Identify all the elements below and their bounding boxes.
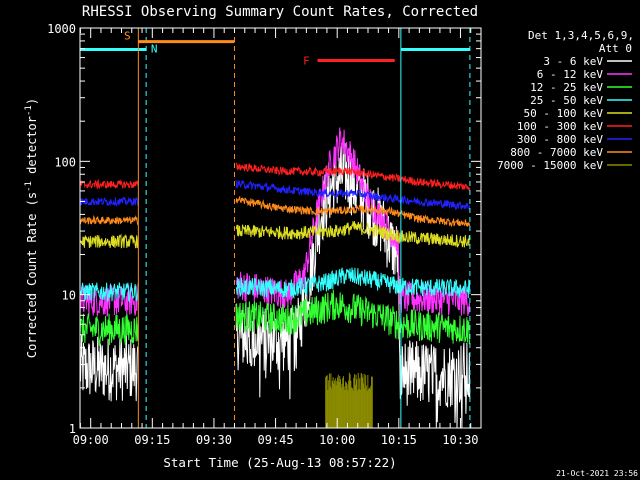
night-flag-label: N bbox=[151, 42, 158, 55]
series-line bbox=[235, 180, 471, 211]
series-line bbox=[235, 221, 471, 248]
y-tick-label: 1000 bbox=[47, 22, 76, 36]
legend-label: 3 - 6 keV bbox=[543, 55, 603, 68]
legend-label: 25 - 50 keV bbox=[530, 94, 603, 107]
y-tick-label: 1 bbox=[69, 422, 76, 436]
flare-flag-label: F bbox=[303, 55, 310, 68]
legend-header-1: Det 1,3,4,5,6,9, bbox=[528, 29, 634, 42]
series-line bbox=[79, 196, 139, 207]
legend-label: 6 - 12 keV bbox=[537, 68, 604, 81]
saa-flag-label: S bbox=[124, 30, 131, 43]
series-line bbox=[79, 178, 139, 190]
legend-label: 300 - 800 keV bbox=[517, 133, 603, 146]
plot-area bbox=[79, 127, 471, 429]
y-tick-label: 10 bbox=[62, 289, 76, 303]
series-line bbox=[235, 162, 471, 192]
y-axis-label-sup2: -1 bbox=[24, 105, 34, 116]
legend-header-2: Att 0 bbox=[599, 42, 632, 55]
legend-label: 100 - 300 keV bbox=[517, 120, 603, 133]
axes: 09:00 09:15 09:30 09:45 10:00 10:15 10:30 1 10 10… bbox=[47, 22, 482, 447]
x-tick-label: 10:30 bbox=[442, 433, 478, 447]
series-line bbox=[79, 313, 139, 347]
y-axis-label-mid: detector bbox=[25, 116, 39, 181]
series-line bbox=[235, 196, 471, 228]
y-axis-label-main: Corrected Count Rate (s bbox=[25, 192, 39, 358]
series-line bbox=[79, 233, 139, 249]
chart-title: RHESSI Observing Summary Count Rates, Co… bbox=[82, 4, 478, 20]
series-line bbox=[235, 267, 471, 300]
x-tick-label: 09:00 bbox=[73, 433, 109, 447]
x-axis-label: Start Time (25-Aug-13 08:57:22) bbox=[163, 455, 396, 470]
legend-label: 12 - 25 keV bbox=[530, 81, 603, 94]
series-line bbox=[235, 289, 471, 345]
legend-label: 7000 - 15000 keV bbox=[497, 159, 603, 172]
footer-timestamp: 21-Oct-2021 23:56 bbox=[556, 469, 638, 478]
y-axis-label-sup1: -1 bbox=[24, 181, 34, 192]
x-tick-label: 10:15 bbox=[381, 433, 417, 447]
series-line bbox=[79, 214, 139, 226]
x-tick-label: 10:00 bbox=[319, 433, 355, 447]
legend-label: 800 - 7000 keV bbox=[510, 146, 603, 159]
y-axis-label: Corrected Count Rate (s-1 detector-1) bbox=[24, 98, 39, 358]
y-tick-label: 100 bbox=[54, 155, 76, 169]
y-axis-label-end: ) bbox=[25, 98, 39, 105]
series-line bbox=[79, 335, 139, 402]
x-tick-label: 09:15 bbox=[134, 433, 170, 447]
observing-flags: N S F bbox=[79, 28, 471, 428]
plot-frame bbox=[79, 27, 482, 429]
legend-label: 50 - 100 keV bbox=[524, 107, 604, 120]
x-tick-label: 09:45 bbox=[258, 433, 294, 447]
x-tick-label: 09:30 bbox=[196, 433, 232, 447]
